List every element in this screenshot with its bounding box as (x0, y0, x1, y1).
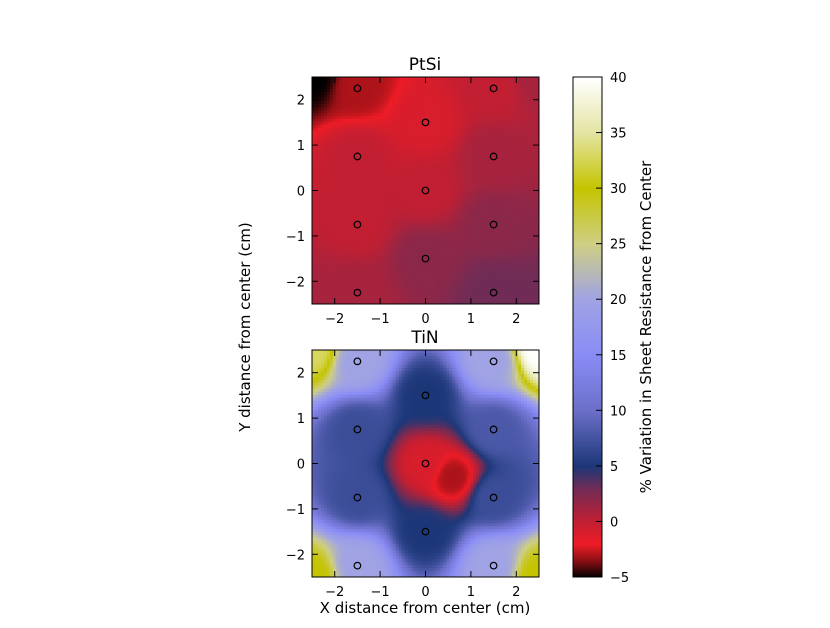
tin-ytick-label-0: −2 (286, 548, 305, 563)
ptsi-panel: PtSi −2 −1 0 1 2 −2 −1 0 1 2 (286, 55, 540, 327)
ptsi-ytick-label-2: 0 (297, 185, 305, 200)
tin-ytick-label-4: 2 (297, 367, 305, 382)
colorbar-tick-label-9: 40 (610, 71, 627, 86)
tin-ytick-label-1: −1 (286, 503, 305, 518)
ptsi-heatmap (312, 77, 540, 305)
colorbar-tick-label-6: 25 (610, 238, 627, 253)
ptsi-xtick-label-3: 1 (467, 312, 475, 327)
tin-ytick-label-3: 1 (297, 412, 305, 427)
colorbar-gradient (573, 77, 602, 578)
ptsi-xtick-label-4: 2 (512, 312, 520, 327)
tin-xtick-label-2: 0 (421, 585, 429, 600)
y-axis-label: Y distance from center (cm) (236, 222, 254, 433)
tin-title: TiN (410, 328, 438, 348)
ptsi-ytick-label-3: 1 (297, 139, 305, 154)
colorbar-tick-label-1: 0 (610, 515, 618, 530)
colorbar: −5 0 5 10 15 20 25 30 35 40 % Variation in Sheet … (573, 71, 655, 586)
colorbar-tick-label-0: −5 (610, 571, 629, 586)
ptsi-ytick-label-0: −2 (286, 275, 305, 290)
ptsi-ytick-label-4: 2 (297, 94, 305, 109)
tin-ytick-label-2: 0 (297, 458, 305, 473)
x-axis-label: X distance from center (cm) (320, 599, 531, 617)
colorbar-tick-label-2: 5 (610, 460, 618, 475)
ptsi-xtick-label-0: −2 (325, 312, 344, 327)
colorbar-tick-label-3: 10 (610, 404, 627, 419)
ptsi-xtick-label-1: −1 (371, 312, 390, 327)
ptsi-xtick-label-2: 0 (421, 312, 429, 327)
tin-panel: TiN −2 −1 0 1 2 −2 −1 0 1 2 (286, 328, 540, 600)
colorbar-tick-label-5: 20 (610, 293, 627, 308)
tin-xtick-label-1: −1 (371, 585, 390, 600)
tin-xtick-label-3: 1 (467, 585, 475, 600)
ptsi-ytick-label-1: −1 (286, 230, 305, 245)
colorbar-tick-label-8: 35 (610, 127, 627, 142)
colorbar-tick-label-7: 30 (610, 182, 627, 197)
tin-xtick-label-0: −2 (325, 585, 344, 600)
tin-heatmap (312, 350, 540, 578)
tin-xtick-label-4: 2 (512, 585, 520, 600)
colorbar-tick-label-4: 15 (610, 349, 627, 364)
ptsi-title: PtSi (409, 55, 441, 75)
colorbar-label: % Variation in Sheet Resistance from Cen… (637, 160, 655, 494)
